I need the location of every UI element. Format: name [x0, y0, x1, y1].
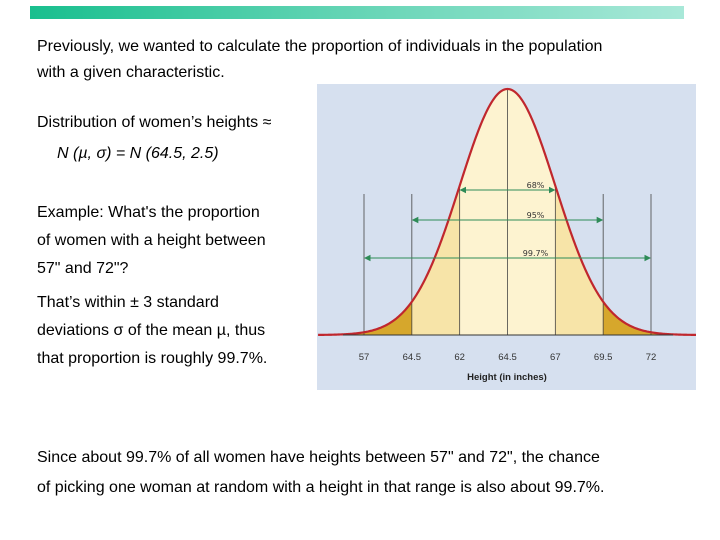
tick-label: 64.5	[403, 352, 422, 363]
band-label: 95%	[527, 211, 545, 220]
conclusion-line-2: of picking one woman at random with a he…	[37, 479, 605, 496]
within-line-2: deviations σ of the mean µ, thus	[37, 322, 266, 339]
conclusion-text: Since about 99.7% of all women have heig…	[37, 443, 604, 503]
band-label: 68%	[527, 181, 545, 190]
example-line-3: 57" and 72"?	[37, 260, 129, 277]
within-explanation: That’s within ± 3 standard deviations σ …	[37, 289, 267, 373]
tick-label: 57	[359, 352, 370, 363]
conclusion-line-1: Since about 99.7% of all women have heig…	[37, 449, 600, 466]
intro-text: Previously, we wanted to calculate the p…	[37, 34, 602, 86]
tick-label: 72	[646, 352, 657, 363]
example-line-2: of women with a height between	[37, 232, 266, 249]
normal-curve-figure: 68% 95% 99.7% 57 64.5 62 64.5 67 69.5 72 Height …	[317, 84, 696, 390]
within-line-1: That’s within ± 3 standard	[37, 294, 219, 311]
title-accent-bar	[30, 6, 684, 19]
within-line-3: that proportion is roughly 99.7%.	[37, 350, 268, 367]
example-question: Example: What's the proportion of women …	[37, 199, 266, 283]
normal-curve-svg: 68% 95% 99.7% 57 64.5 62 64.5 67 69.5 72 Height …	[318, 87, 696, 383]
normal-curve	[318, 87, 696, 336]
distribution-label: Distribution of women’s heights ≈	[37, 114, 272, 131]
tick-label: 67	[550, 352, 561, 363]
distribution-formula: N (µ, σ) = N (64.5, 2.5)	[57, 145, 219, 162]
tick-label: 64.5	[498, 352, 517, 363]
example-line-1: Example: What's the proportion	[37, 204, 260, 221]
tick-label: 69.5	[594, 352, 613, 363]
band-label: 99.7%	[523, 249, 549, 258]
x-axis-label: Height (in inches)	[467, 372, 547, 383]
intro-line-2: with a given characteristic.	[37, 64, 225, 81]
intro-line-1: Previously, we wanted to calculate the p…	[37, 38, 603, 55]
tick-label: 62	[454, 352, 465, 363]
